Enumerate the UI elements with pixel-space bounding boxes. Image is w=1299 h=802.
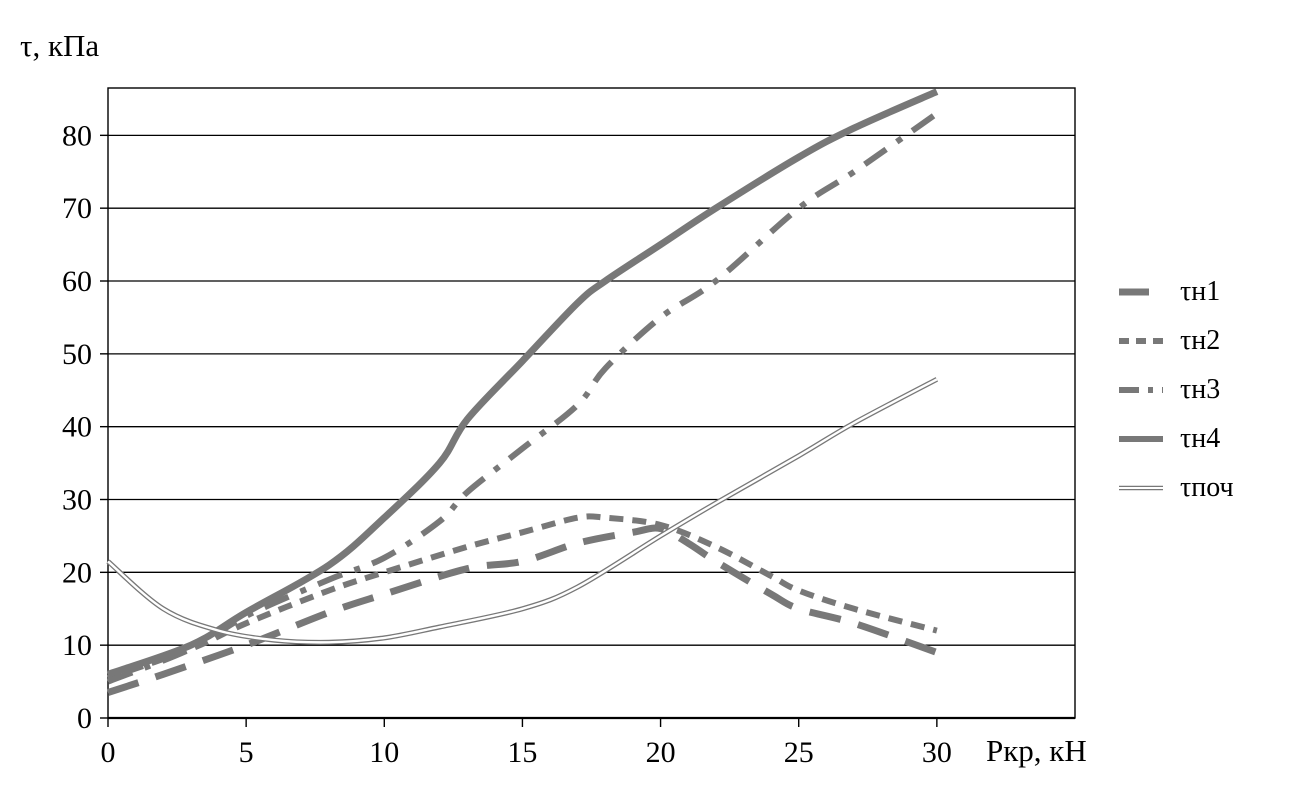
legend-label: τпоч (1180, 472, 1234, 503)
legend-line-sample (1119, 436, 1163, 442)
legend-line-sample (1119, 288, 1163, 296)
x-tick-label: 5 (239, 736, 254, 769)
legend-line-sample (1119, 387, 1163, 393)
y-tick-label: 30 (62, 484, 92, 517)
x-tick-label: 25 (784, 736, 814, 769)
legend-label: τн1 (1180, 276, 1221, 307)
legend-label: τн2 (1180, 325, 1221, 356)
y-tick-label: 80 (62, 119, 92, 152)
legend-item-3: τн3 (1118, 374, 1234, 406)
y-tick-label: 10 (62, 629, 92, 662)
legend-label: τн3 (1180, 374, 1221, 405)
x-axis-title: Ркр, кН (986, 733, 1087, 768)
legend-line-sample (1119, 338, 1163, 344)
x-tick-label: 20 (646, 736, 676, 769)
legend-item-4: τн4 (1118, 423, 1234, 455)
y-tick-label: 50 (62, 338, 92, 371)
x-tick-label: 10 (369, 736, 399, 769)
legend-item-5: τпоч (1118, 472, 1234, 504)
legend-label: τн4 (1180, 423, 1221, 454)
y-tick-label: 70 (62, 192, 92, 225)
legend-line-sample (1119, 485, 1163, 491)
x-tick-label: 30 (922, 736, 952, 769)
y-tick-label: 60 (62, 265, 92, 298)
series-line-τн2 (107, 513, 938, 681)
y-axis-title: τ, кПа (20, 28, 100, 63)
series-line-τн3 (106, 111, 939, 685)
y-tick-label: 0 (77, 702, 92, 735)
series-line-τпоч (106, 377, 939, 645)
x-tick-label: 0 (101, 736, 116, 769)
y-tick-label: 20 (62, 556, 92, 589)
series-line-τн1 (106, 524, 939, 696)
legend: τн1 τн2 τн3 τн4 τпоч (1118, 276, 1234, 504)
series-line-τн4 (106, 88, 939, 678)
x-tick-label: 15 (507, 736, 537, 769)
series-line-core-τпоч (107, 378, 938, 644)
legend-item-2: τн2 (1118, 325, 1234, 357)
y-tick-label: 40 (62, 411, 92, 444)
plot-border (107, 87, 1076, 719)
legend-item-1: τн1 (1118, 276, 1234, 308)
